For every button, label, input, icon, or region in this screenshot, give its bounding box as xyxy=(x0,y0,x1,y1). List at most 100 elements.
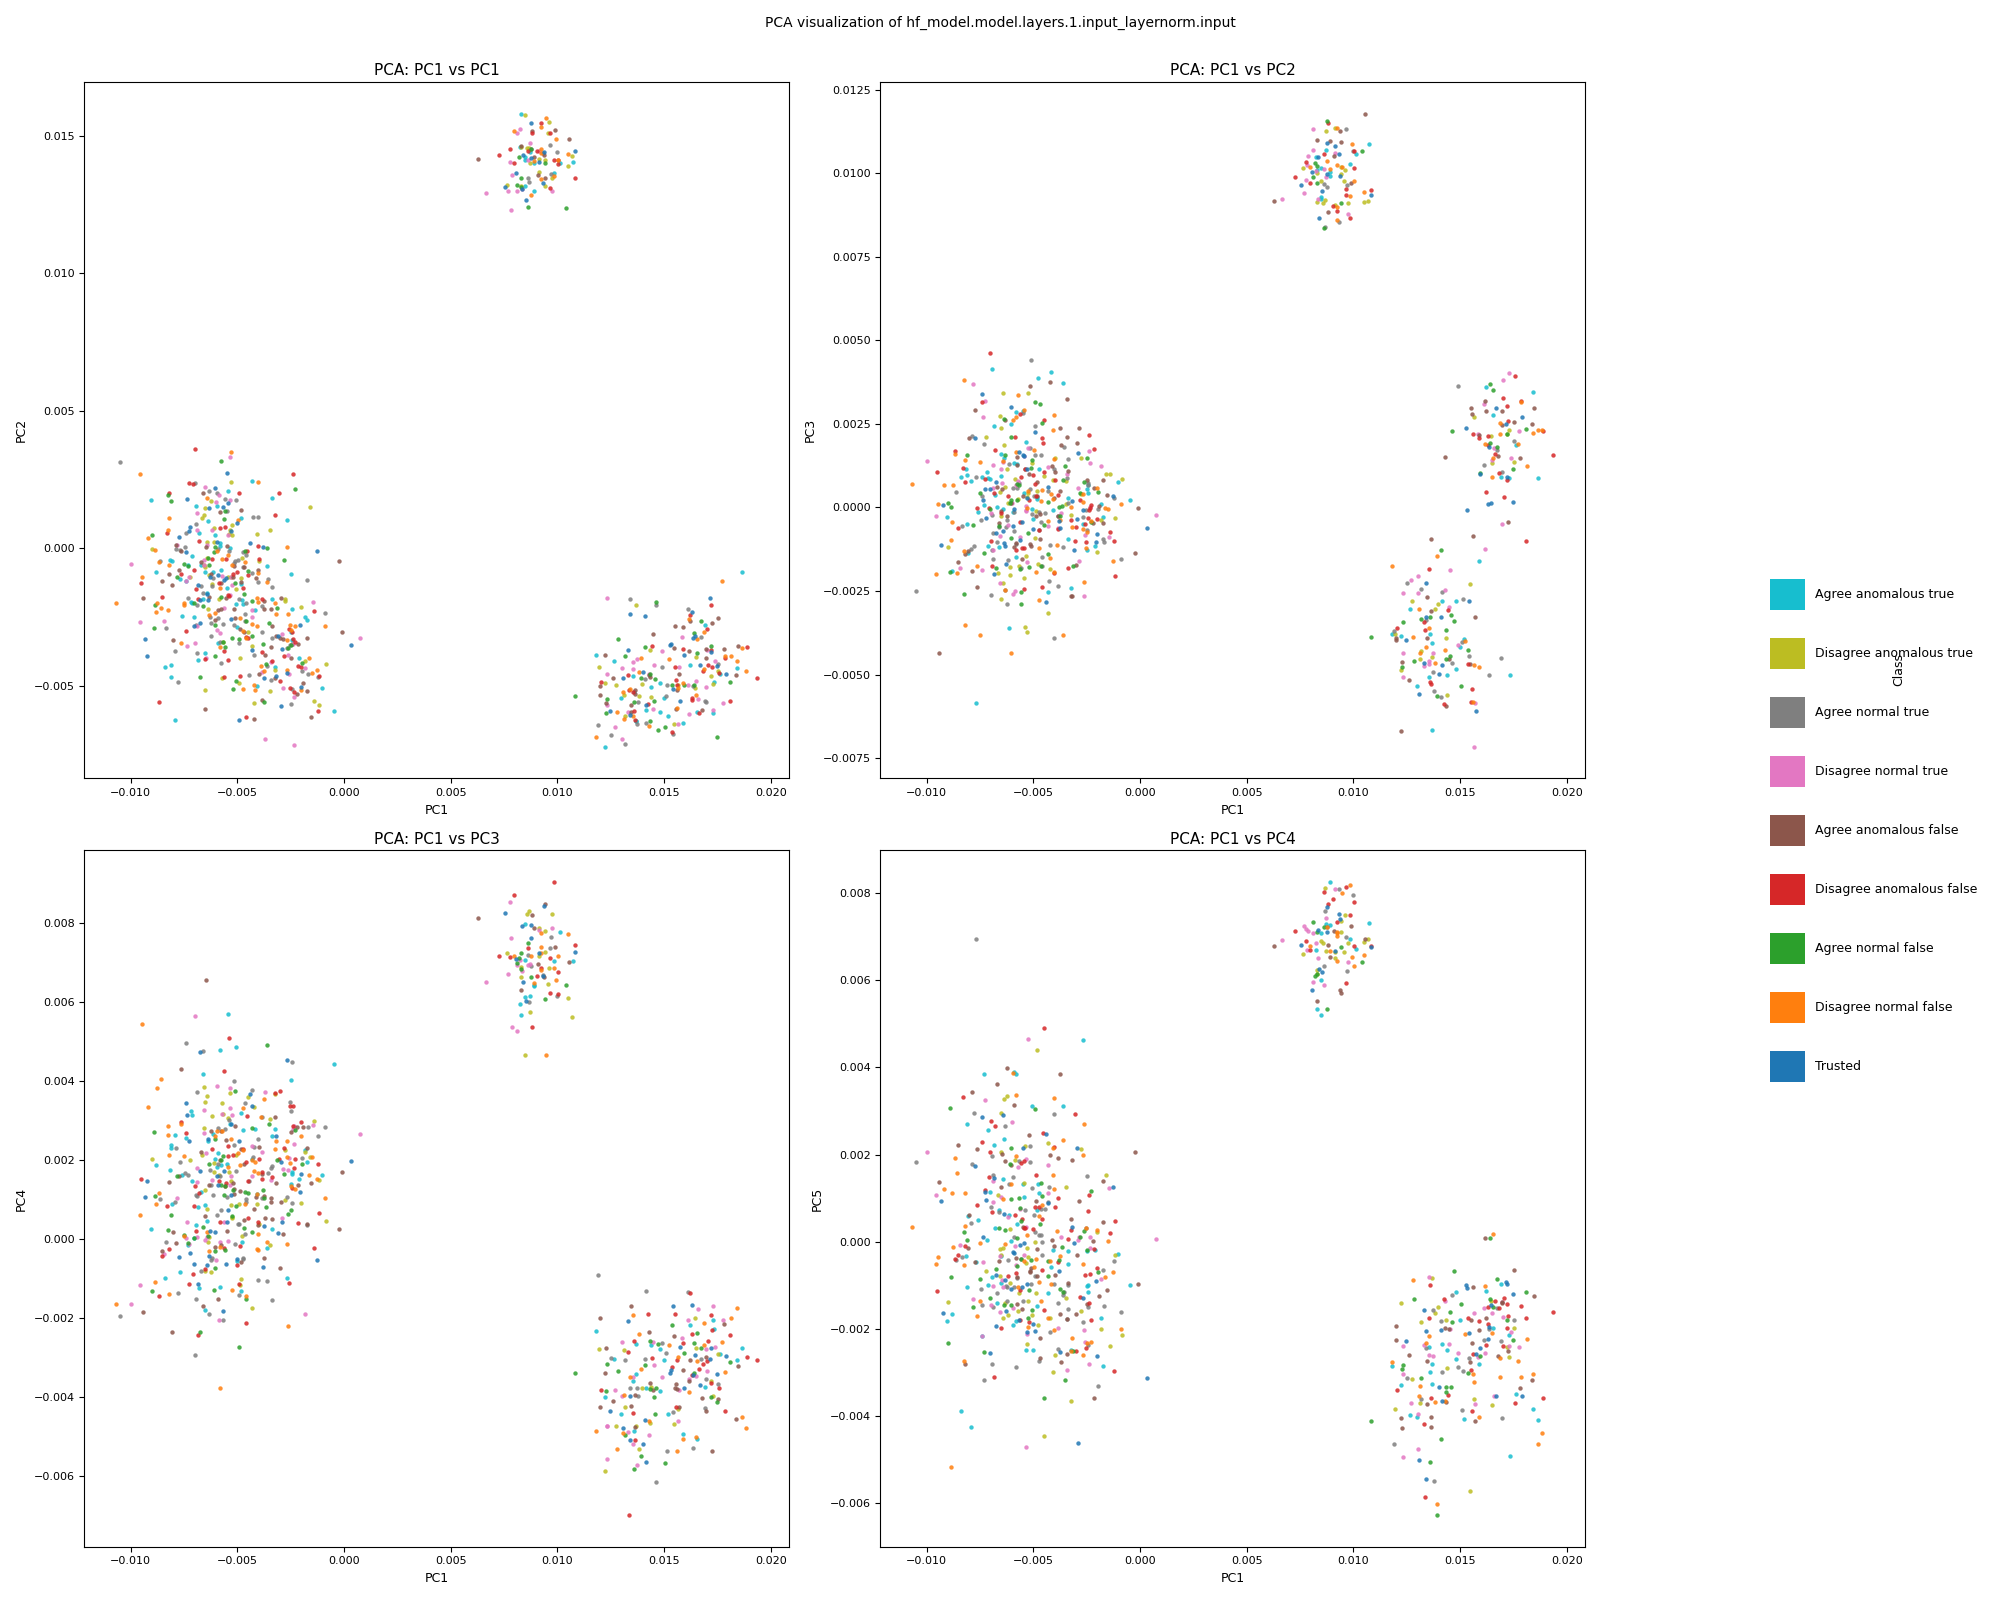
Point xyxy=(1004,528,1036,554)
Point xyxy=(226,544,258,570)
Point xyxy=(1056,502,1088,528)
Point xyxy=(924,1170,956,1195)
Point xyxy=(722,1354,754,1379)
Point xyxy=(276,691,308,717)
Point xyxy=(1422,1374,1454,1400)
Point xyxy=(1472,1312,1504,1338)
Point xyxy=(1478,435,1510,461)
Point xyxy=(1500,432,1532,458)
Point xyxy=(952,462,984,488)
Point xyxy=(1484,421,1516,446)
Point xyxy=(272,635,304,661)
Point xyxy=(1082,1283,1114,1309)
Point xyxy=(1044,515,1076,541)
Point xyxy=(200,1235,232,1261)
Point xyxy=(170,534,202,560)
Point xyxy=(984,534,1016,560)
Point xyxy=(740,666,772,691)
Point xyxy=(146,1238,178,1264)
Point xyxy=(1426,653,1458,678)
Point xyxy=(1080,1218,1112,1243)
Point xyxy=(500,950,532,976)
Point xyxy=(1048,434,1080,459)
Point xyxy=(190,534,222,560)
Point xyxy=(1006,1214,1038,1240)
Point xyxy=(198,539,230,565)
Point xyxy=(266,1155,298,1181)
Point xyxy=(1060,507,1092,533)
Point xyxy=(1048,1280,1080,1306)
Point xyxy=(204,530,236,555)
Point xyxy=(584,1336,616,1362)
Point xyxy=(1000,440,1032,466)
Point xyxy=(160,1134,192,1160)
Point xyxy=(948,538,980,563)
Point xyxy=(1414,621,1446,646)
Point xyxy=(182,648,214,674)
Point xyxy=(1312,110,1344,136)
Point xyxy=(1334,926,1366,952)
Point xyxy=(1464,654,1496,680)
Point xyxy=(992,491,1024,517)
Point xyxy=(1324,190,1356,216)
Point xyxy=(532,120,564,146)
Point xyxy=(1408,1333,1440,1358)
Point xyxy=(190,677,222,702)
Point xyxy=(276,627,308,653)
Point xyxy=(270,1266,302,1291)
Point xyxy=(1004,1280,1036,1306)
Point xyxy=(304,1166,336,1192)
Point xyxy=(1010,1331,1042,1357)
Point xyxy=(986,464,1018,490)
Point xyxy=(278,1093,310,1118)
Point xyxy=(496,197,528,222)
Point xyxy=(1008,400,1040,426)
Point xyxy=(992,512,1024,538)
Point xyxy=(976,1162,1008,1187)
Point xyxy=(632,1301,664,1326)
Point xyxy=(200,480,232,506)
Point xyxy=(996,1152,1028,1178)
Point xyxy=(192,494,224,520)
Point xyxy=(1324,920,1356,946)
Point xyxy=(952,541,984,566)
Point xyxy=(1070,512,1102,538)
Point xyxy=(996,1109,1028,1134)
Point xyxy=(298,1235,330,1261)
Point xyxy=(200,600,232,626)
Point xyxy=(1406,638,1438,664)
Point xyxy=(1070,530,1102,555)
Point xyxy=(1458,734,1490,760)
Point xyxy=(1296,976,1328,1002)
Point xyxy=(1330,176,1362,202)
Point xyxy=(304,693,336,718)
Point xyxy=(236,605,268,630)
Point xyxy=(660,696,692,722)
Point xyxy=(206,1118,238,1144)
Point xyxy=(1334,184,1366,210)
Point xyxy=(1022,552,1054,578)
Point xyxy=(614,1365,646,1390)
Point xyxy=(100,590,132,616)
Point xyxy=(1416,526,1448,552)
Point xyxy=(202,562,234,587)
Point xyxy=(148,608,180,634)
Point xyxy=(1024,499,1056,525)
Point xyxy=(302,1248,334,1274)
Point xyxy=(990,504,1022,530)
Point xyxy=(1402,1437,1434,1462)
Point xyxy=(268,547,300,573)
Point xyxy=(692,1328,724,1354)
Point xyxy=(1458,1301,1490,1326)
Point xyxy=(1326,880,1358,906)
Point xyxy=(1416,645,1448,670)
Point xyxy=(610,704,642,730)
Point xyxy=(1018,1203,1050,1229)
Point xyxy=(1036,1270,1068,1296)
Point xyxy=(960,1304,992,1330)
Point xyxy=(298,589,330,614)
Point xyxy=(1296,158,1328,184)
Point xyxy=(988,1293,1020,1318)
Point xyxy=(1294,154,1326,179)
Point xyxy=(1070,1262,1102,1288)
